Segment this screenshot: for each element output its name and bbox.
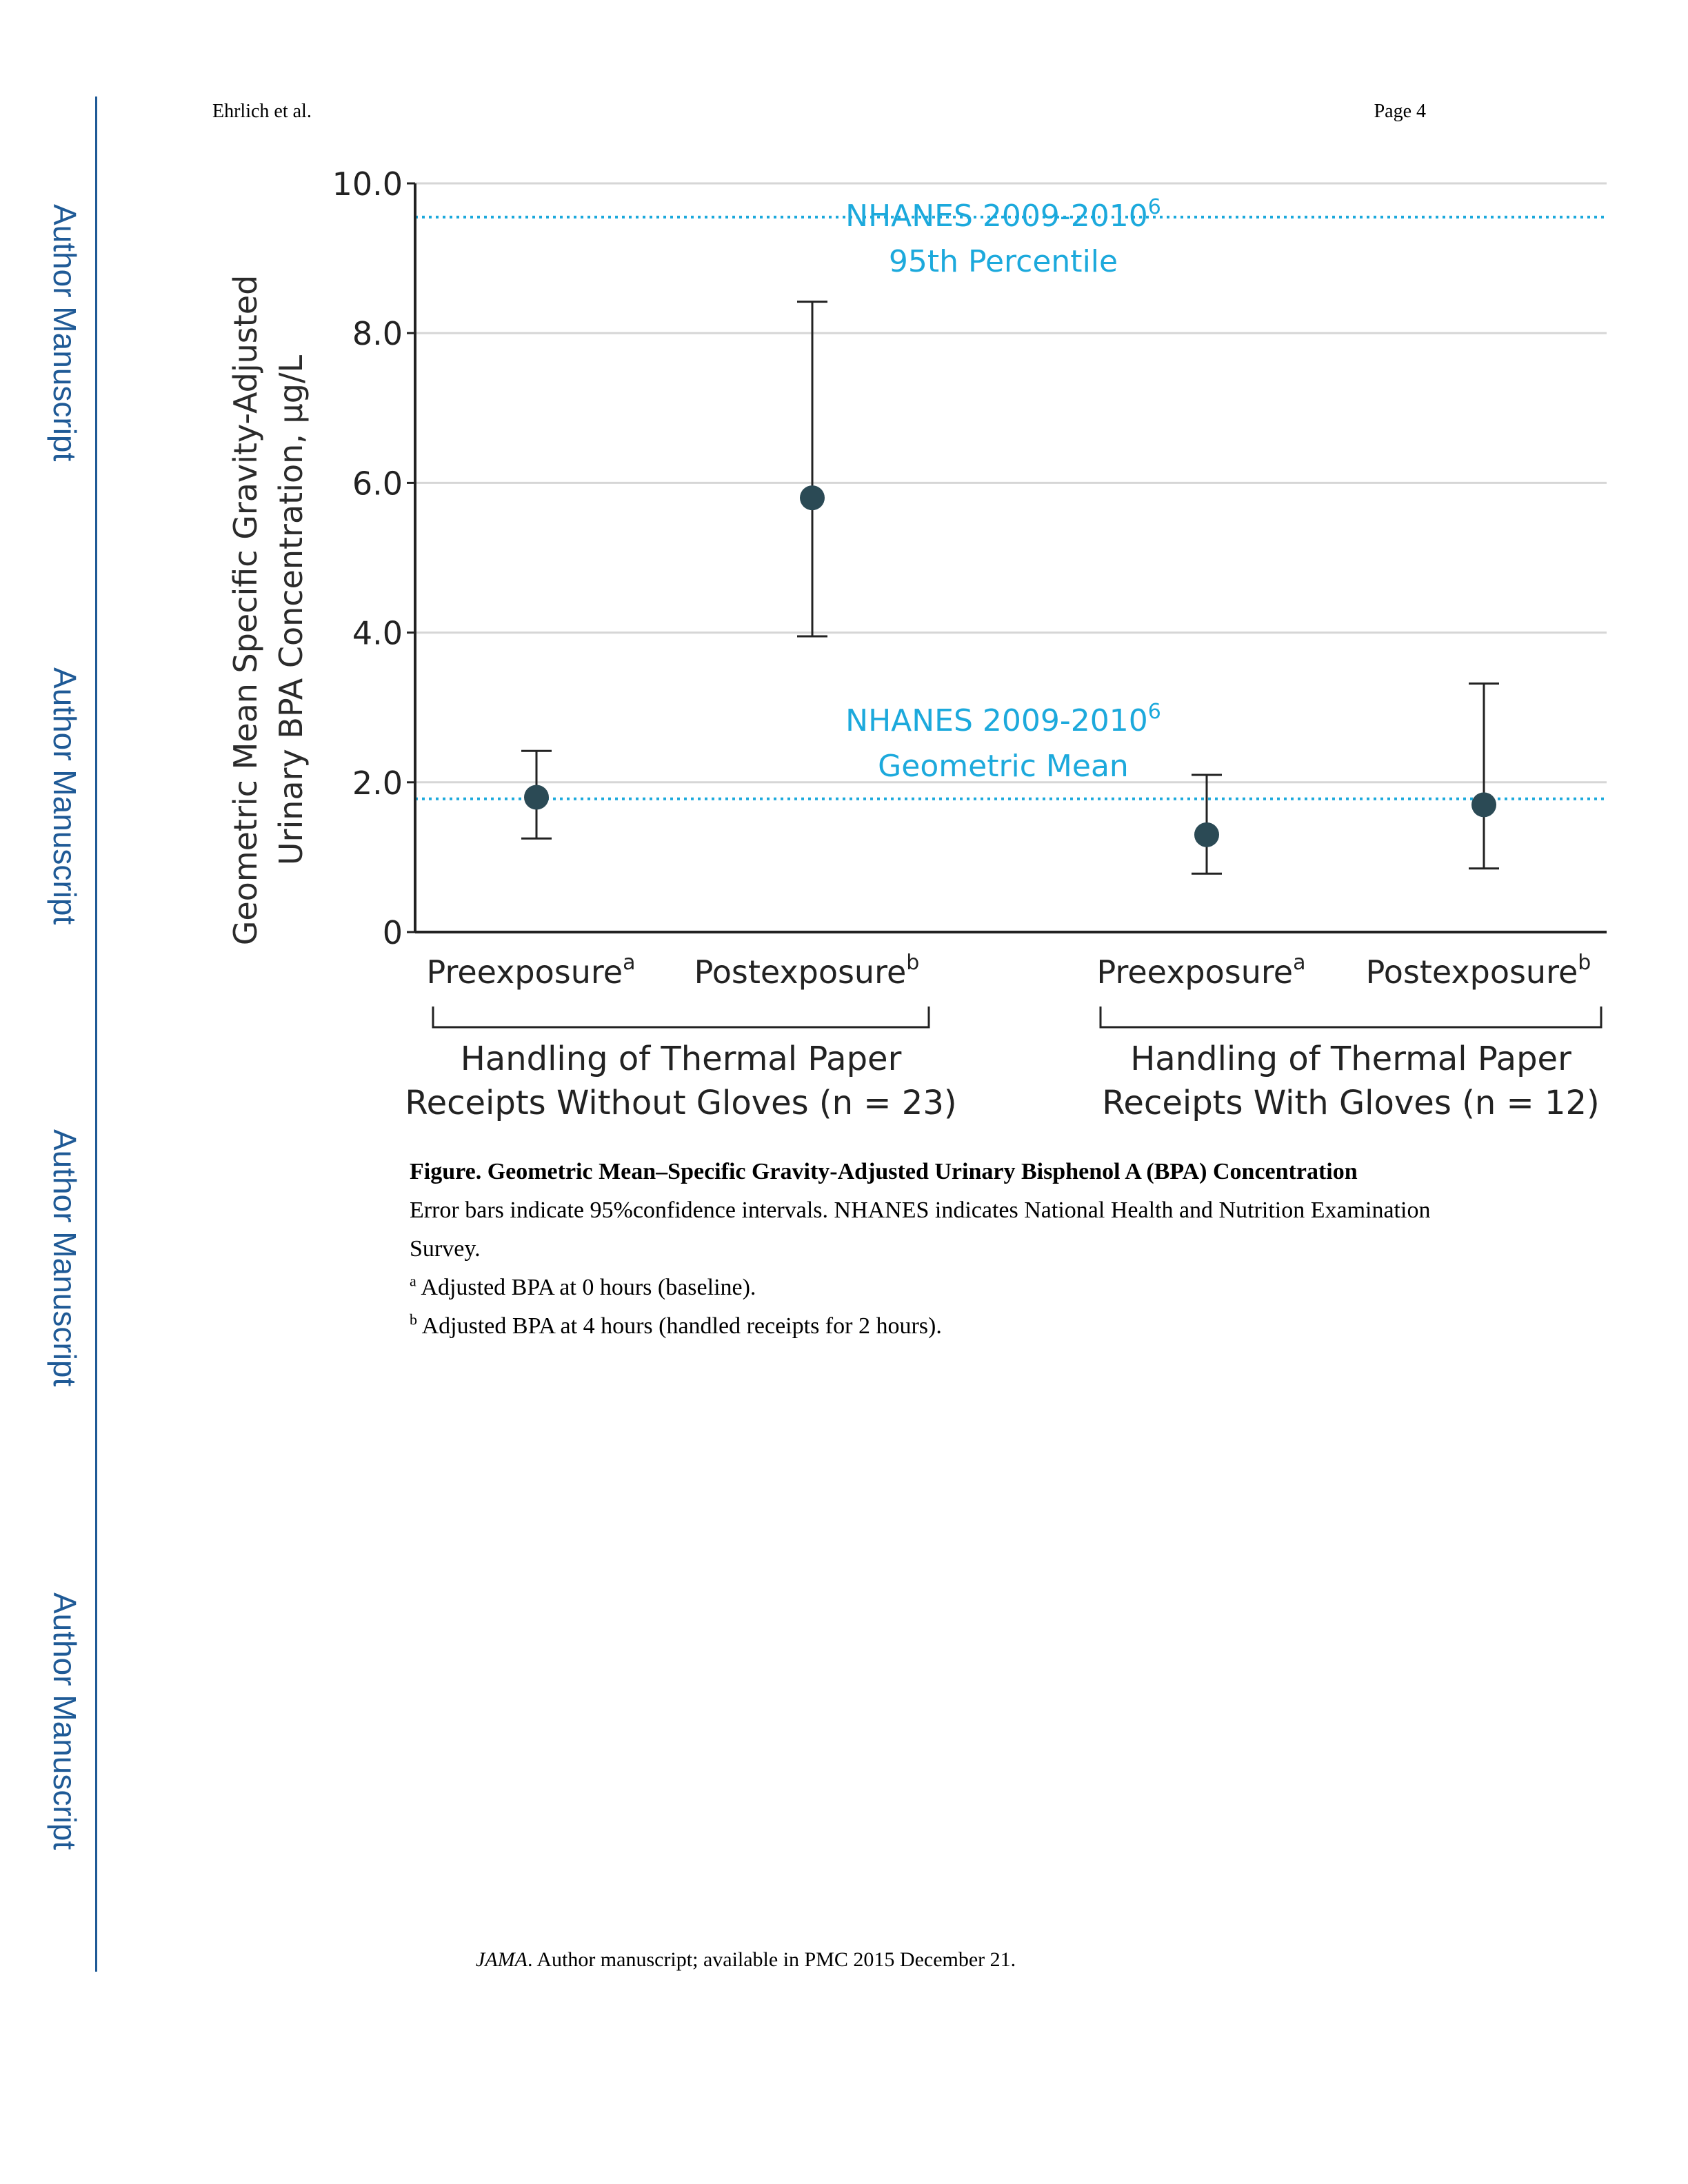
side-label-author-manuscript: Author Manuscript [47, 204, 83, 462]
y-tick-label: 4.0 [352, 615, 403, 652]
side-label-author-manuscript: Author Manuscript [47, 1593, 83, 1850]
page-footer: JAMA. Author manuscript; available in PM… [476, 1948, 1016, 1972]
reference-lines: NHANES 2009-20106 95th Percentile NHANES 2… [415, 195, 1607, 800]
group-brackets: Handling of Thermal Paper Receipts Withou… [405, 1007, 1602, 1122]
journal-name: JAMA [476, 1948, 528, 1971]
y-tick-label: 10.0 [332, 165, 403, 203]
error-bars [521, 301, 1499, 875]
x-category-label: Postexposureb [694, 951, 920, 991]
data-point [524, 785, 549, 810]
data-point [1194, 822, 1219, 847]
group-bracket [432, 1007, 930, 1029]
group-label: Handling of Thermal Paper [1130, 1040, 1571, 1078]
side-rule [95, 97, 97, 1972]
x-label-superscript: b [1578, 951, 1591, 975]
data-points [524, 485, 1496, 847]
note-a-mark: a [410, 1272, 416, 1290]
reference-label-detail: 95th Percentile [889, 244, 1118, 279]
group-label-detail: Receipts Without Gloves (n = 23) [405, 1084, 956, 1122]
side-label-author-manuscript: Author Manuscript [47, 1129, 83, 1387]
note-b-mark: b [410, 1311, 417, 1328]
caption-note-a: a Adjusted BPA at 0 hours (baseline). [410, 1268, 1444, 1307]
y-axis-label-line1: Geometric Mean Specific Gravity-Adjusted [227, 275, 264, 946]
reference-label-detail: Geometric Mean [878, 749, 1129, 784]
page-number: Page 4 [1374, 101, 1426, 122]
x-category-label: Preexposurea [427, 951, 636, 991]
x-label-superscript: a [1293, 951, 1305, 975]
y-tick-label: 2.0 [352, 765, 403, 802]
side-label-author-manuscript: Author Manuscript [47, 667, 83, 925]
y-tick-labels: 0 2.0 4.0 6.0 8.0 10.0 [332, 165, 403, 951]
reference-superscript: 6 [1148, 195, 1161, 219]
caption-text: Error bars indicate 95%confidence interv… [410, 1197, 1431, 1262]
footer-text: . Author manuscript; available in PMC 20… [527, 1948, 1016, 1971]
x-label-superscript: b [906, 951, 919, 975]
data-point [800, 485, 825, 511]
figure-caption: Figure. Geometric Mean–Specific Gravity-… [410, 1153, 1444, 1346]
reference-label: NHANES 2009-20106 [845, 700, 1161, 738]
data-point [1471, 792, 1496, 818]
reference-superscript: 6 [1148, 700, 1161, 724]
group-bracket [1099, 1007, 1602, 1029]
y-tick-label: 6.0 [352, 465, 403, 502]
axes [407, 182, 1607, 933]
y-tick-label: 0 [383, 914, 403, 951]
group-label-detail: Receipts With Gloves (n = 12) [1102, 1084, 1600, 1122]
x-category-label: Postexposureb [1366, 951, 1591, 991]
group-label: Handling of Thermal Paper [461, 1040, 902, 1078]
y-axis-label: Geometric Mean Specific Gravity-Adjusted… [227, 275, 310, 946]
y-axis-label-line2: Urinary BPA Concentration, µg/L [272, 355, 310, 866]
caption-title: Figure. Geometric Mean–Specific Gravity-… [410, 1159, 1358, 1184]
x-category-labels: Preexposurea Postexposureb Preexposurea Pos… [427, 951, 1591, 991]
note-a-text: Adjusted BPA at 0 hours (baseline). [416, 1275, 756, 1300]
gridlines [415, 182, 1607, 784]
bpa-chart: NHANES 2009-20106 95th Percentile NHANES 2… [227, 165, 1607, 1122]
x-label-superscript: a [623, 951, 635, 975]
note-b-text: Adjusted BPA at 4 hours (handled receipt… [417, 1313, 942, 1339]
reference-label: NHANES 2009-20106 [845, 195, 1161, 234]
x-category-label: Preexposurea [1097, 951, 1306, 991]
caption-note-b: b Adjusted BPA at 4 hours (handled recei… [410, 1307, 1444, 1346]
running-header-author: Ehrlich et al. [212, 101, 312, 122]
y-tick-label: 8.0 [352, 315, 403, 352]
